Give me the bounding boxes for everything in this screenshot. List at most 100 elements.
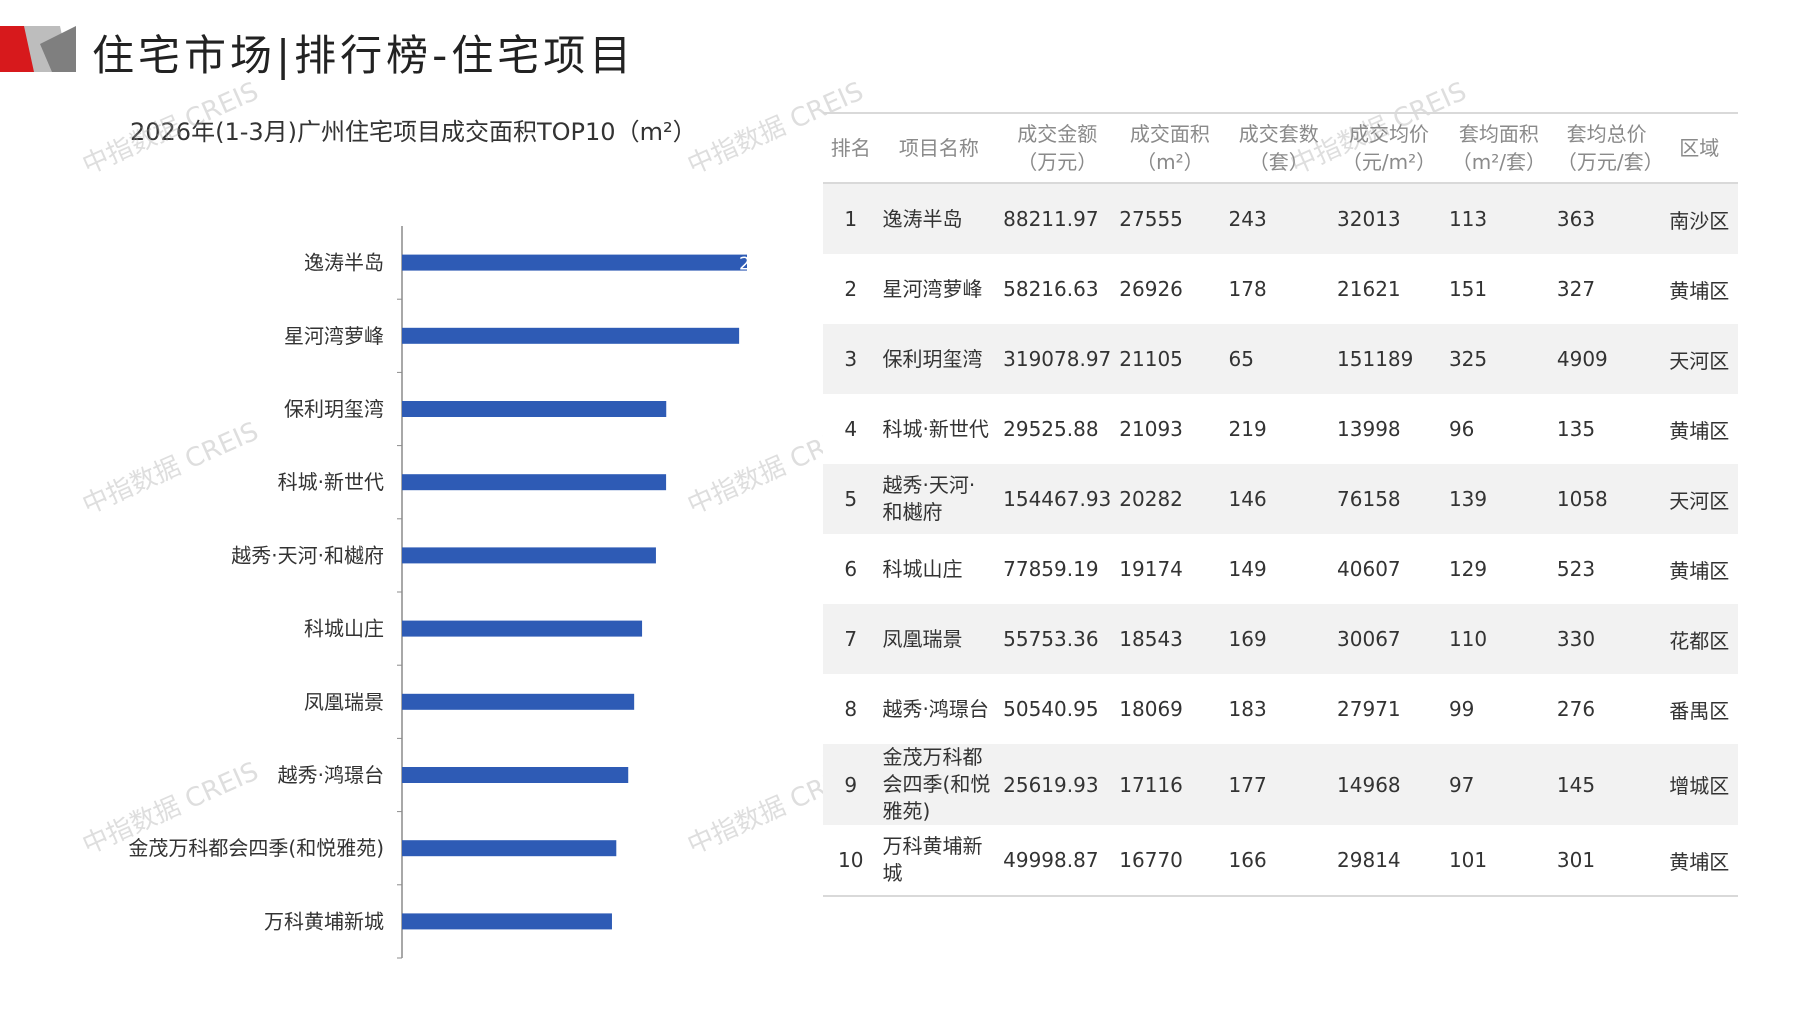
category-label: 星河湾萝峰 <box>284 324 384 348</box>
cell-area: 18543 <box>1115 604 1225 674</box>
cell-rank: 3 <box>823 324 879 394</box>
cell-area: 16770 <box>1115 825 1225 897</box>
cell-units: 146 <box>1224 464 1334 534</box>
ranking-table: 排名 项目名称 成交金额 （万元） 成交面积 （m²） 成交套数 （套） 成交均价 （元… <box>823 112 1738 897</box>
cell-area: 21105 <box>1115 324 1225 394</box>
cell-area: 17116 <box>1115 744 1225 825</box>
table-row: 7 凤凰瑞景 55753.36 18543 169 30067 110 330 … <box>823 604 1738 674</box>
cell-amount: 77859.19 <box>999 534 1116 604</box>
header-price: 成交均价 （元/m²） <box>1333 113 1445 184</box>
cell-avg-area: 99 <box>1444 674 1553 744</box>
cell-avg-total: 145 <box>1552 744 1661 825</box>
cell-name: 万科黄埔新城 <box>878 825 1000 897</box>
cell-name: 保利玥玺湾 <box>878 324 1000 394</box>
bar <box>402 547 656 564</box>
bar <box>402 327 740 344</box>
category-label: 凤凰瑞景 <box>304 690 384 714</box>
cell-rank: 5 <box>823 464 879 534</box>
bar <box>402 767 629 783</box>
cell-units: 243 <box>1224 183 1334 254</box>
category-label: 越秀·天河·和樾府 <box>231 543 384 567</box>
cell-district: 黄埔区 <box>1660 534 1738 604</box>
cell-price: 30067 <box>1333 604 1445 674</box>
cell-amount: 55753.36 <box>999 604 1116 674</box>
cell-price: 40607 <box>1333 534 1445 604</box>
cell-district: 增城区 <box>1660 744 1738 825</box>
bar <box>402 401 667 417</box>
table-row: 3 保利玥玺湾 319078.97 21105 65 151189 325 49… <box>823 324 1738 394</box>
cell-avg-area: 101 <box>1444 825 1553 897</box>
cell-avg-area: 139 <box>1444 464 1553 534</box>
cell-avg-total: 330 <box>1552 604 1661 674</box>
table-row: 9 金茂万科都会四季(和悦雅苑) 25619.93 17116 177 1496… <box>823 744 1738 825</box>
cell-amount: 58216.63 <box>999 254 1116 324</box>
cell-rank: 6 <box>823 534 879 604</box>
table-row: 4 科城·新世代 29525.88 21093 219 13998 96 135… <box>823 394 1738 464</box>
cell-price: 21621 <box>1333 254 1445 324</box>
table-row: 8 越秀·鸿璟台 50540.95 18069 183 27971 99 276… <box>823 674 1738 744</box>
header-rank: 排名 <box>823 113 879 184</box>
cell-area: 27555 <box>1115 183 1225 254</box>
cell-units: 219 <box>1224 394 1334 464</box>
cell-area: 26926 <box>1115 254 1225 324</box>
bar <box>402 620 643 637</box>
cell-price: 151189 <box>1333 324 1445 394</box>
header-district: 区域 <box>1660 113 1738 184</box>
bar <box>402 693 635 710</box>
cell-district: 天河区 <box>1660 324 1738 394</box>
table-row: 2 星河湾萝峰 58216.63 26926 178 21621 151 327… <box>823 254 1738 324</box>
cell-avg-total: 1058 <box>1552 464 1661 534</box>
cell-avg-total: 523 <box>1552 534 1661 604</box>
cell-avg-area: 97 <box>1444 744 1553 825</box>
category-label: 保利玥玺湾 <box>284 397 384 421</box>
cell-rank: 7 <box>823 604 879 674</box>
cell-district: 黄埔区 <box>1660 394 1738 464</box>
cell-district: 南沙区 <box>1660 183 1738 254</box>
header-area: 成交面积 （m²） <box>1115 113 1225 184</box>
table-row: 1 逸涛半岛 88211.97 27555 243 32013 113 363 … <box>823 183 1738 254</box>
category-label: 万科黄埔新城 <box>264 909 384 933</box>
cell-avg-area: 151 <box>1444 254 1553 324</box>
cell-units: 178 <box>1224 254 1334 324</box>
cell-area: 20282 <box>1115 464 1225 534</box>
cell-name: 越秀·鸿璟台 <box>878 674 1000 744</box>
header-amount: 成交金额 （万元） <box>999 113 1116 184</box>
chart-title: 2026年(1-3月)广州住宅项目成交面积TOP10（m²） <box>130 118 697 146</box>
cell-units: 166 <box>1224 825 1334 897</box>
cell-avg-total: 327 <box>1552 254 1661 324</box>
data-label: 2 <box>739 254 750 275</box>
cell-name: 金茂万科都会四季(和悦雅苑) <box>878 744 1000 825</box>
category-label: 逸涛半岛 <box>304 251 384 275</box>
cell-avg-total: 4909 <box>1552 324 1661 394</box>
cell-rank: 9 <box>823 744 879 825</box>
cell-district: 番禺区 <box>1660 674 1738 744</box>
cell-avg-area: 96 <box>1444 394 1553 464</box>
header-name: 项目名称 <box>878 113 1000 184</box>
cell-avg-total: 135 <box>1552 394 1661 464</box>
cell-price: 29814 <box>1333 825 1445 897</box>
cell-rank: 10 <box>823 825 879 897</box>
cell-price: 27971 <box>1333 674 1445 744</box>
category-label: 越秀·鸿璟台 <box>278 763 384 787</box>
cell-amount: 25619.93 <box>999 744 1116 825</box>
bar <box>402 913 612 930</box>
cell-area: 19174 <box>1115 534 1225 604</box>
cell-price: 32013 <box>1333 183 1445 254</box>
cell-avg-area: 110 <box>1444 604 1553 674</box>
cell-rank: 8 <box>823 674 879 744</box>
cell-avg-area: 129 <box>1444 534 1553 604</box>
category-label: 科城·新世代 <box>278 470 384 494</box>
cell-district: 黄埔区 <box>1660 825 1738 897</box>
bar <box>402 474 667 491</box>
cell-amount: 154467.93 <box>999 464 1116 534</box>
page-title: 住宅市场|排行榜-住宅项目 <box>92 31 636 80</box>
table-row: 5 越秀·天河·和樾府 154467.93 20282 146 76158 13… <box>823 464 1738 534</box>
cell-name: 凤凰瑞景 <box>878 604 1000 674</box>
cell-amount: 49998.87 <box>999 825 1116 897</box>
table-row: 10 万科黄埔新城 49998.87 16770 166 29814 101 3… <box>823 825 1738 897</box>
cell-amount: 88211.97 <box>999 183 1116 254</box>
cell-district: 天河区 <box>1660 464 1738 534</box>
category-label: 金茂万科都会四季(和悦雅苑) <box>128 836 384 860</box>
cell-rank: 2 <box>823 254 879 324</box>
cell-area: 18069 <box>1115 674 1225 744</box>
